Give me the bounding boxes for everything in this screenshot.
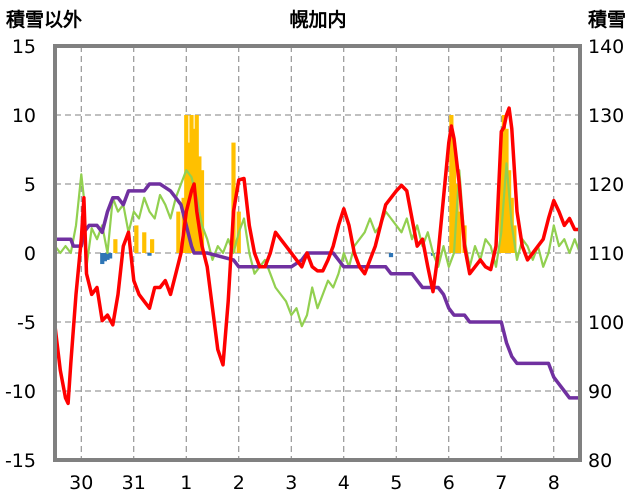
y-right-tick-label: 100 [588,312,624,334]
y-right-tick-label: 120 [588,174,624,196]
y-right-tick-label: 90 [588,381,612,403]
y-left-tick-label: 10 [12,105,36,127]
precip-bar [113,239,118,253]
precip-bar [507,170,512,253]
precip-bar [449,115,454,253]
y-right-tick-label: 110 [588,243,624,265]
x-tick-label: 8 [548,472,560,494]
precip-bar [457,211,462,253]
precip-bar [194,115,199,253]
precip-bar [142,232,147,253]
series-lines [53,106,582,406]
precip-bar [150,239,155,253]
y-left-tick-label: 0 [24,243,36,265]
temperature-line [53,106,582,406]
sunshine-bar [388,253,394,258]
sunshine-bar [108,253,113,259]
x-tick-label: 4 [338,472,350,494]
y-left-ticks: 15 10 5 0 -5 -10 -15 [5,36,36,472]
precip-bar [189,115,194,253]
x-tick-label: 5 [390,472,402,494]
y-left-tick-label: -10 [5,381,36,403]
y-left-label: 積雪以外 [6,8,82,31]
x-tick-label: 31 [122,472,146,494]
y-right-tick-label: 130 [588,105,624,127]
x-ticks: 30 31 1 2 3 4 5 6 7 8 [69,472,560,494]
x-tick-label: 3 [285,472,297,494]
x-tick-label: 1 [180,472,192,494]
x-tick-label: 30 [69,472,93,494]
y-left-tick-label: 15 [12,36,36,58]
wind-line [53,162,582,328]
precip-bar [134,225,139,253]
precip-bar [499,156,504,253]
precip-bar [451,142,457,253]
precip-bar [199,170,205,253]
precip-bar [176,211,181,253]
plot-frame [53,44,582,462]
sunshine-bar [105,253,110,260]
precip-bar [231,142,236,253]
y-right-tick-label: 140 [588,36,624,58]
y-right-tick-label: 80 [588,450,612,472]
sunshine-bar [100,253,105,265]
snow_depth-line [53,182,582,400]
sunshine-bar [102,253,107,262]
y-right-label: 積雪 [588,8,626,31]
precip-bar [184,115,189,253]
precip-bar [197,156,202,253]
x-tick-label: 6 [443,472,455,494]
y-left-tick-label: 5 [24,174,36,196]
y-right-ticks: 140 130 120 110 100 90 80 [588,36,624,472]
x-tick-label: 7 [495,472,507,494]
sunshine-bar [147,253,152,256]
precip-bar [504,128,509,253]
chart-title: 幌加内 [289,8,346,31]
y-left-tick-label: -5 [17,312,36,334]
x-tick-label: 2 [233,472,245,494]
y-left-tick-label: -15 [5,450,36,472]
